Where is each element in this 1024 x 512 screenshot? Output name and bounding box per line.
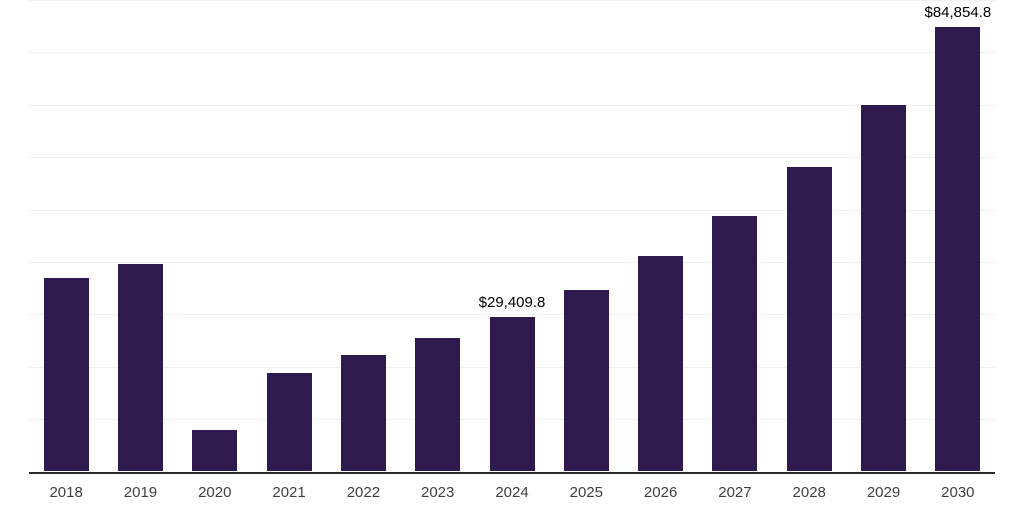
bar-2023 — [415, 338, 461, 472]
gridline — [29, 157, 995, 159]
bar-2024 — [489, 317, 535, 472]
x-tick-2018: 2018 — [49, 484, 83, 501]
gridline — [29, 261, 995, 263]
bar-2018 — [43, 278, 89, 472]
data-label-2030: $84,854.8 — [924, 3, 992, 21]
x-tick-2025: 2025 — [569, 484, 603, 501]
x-axis-line — [29, 471, 995, 474]
bar-2026 — [638, 256, 684, 472]
x-tick-2019: 2019 — [123, 484, 158, 501]
bar-2030 — [935, 26, 981, 472]
x-tick-2022: 2022 — [346, 484, 381, 501]
bar-2027 — [712, 215, 758, 472]
bar-2019 — [117, 263, 163, 472]
x-tick-2021: 2021 — [272, 484, 306, 501]
x-tick-2024: 2024 — [495, 484, 529, 501]
bar-2020 — [192, 430, 238, 472]
gridline — [29, 52, 995, 54]
bar-2021 — [266, 372, 312, 472]
gridline — [29, 209, 995, 211]
data-label-2024: $29,409.8 — [478, 294, 546, 312]
x-tick-2027: 2027 — [718, 484, 752, 501]
bar-2025 — [563, 290, 609, 472]
gridline — [29, 104, 995, 106]
gridline — [29, 0, 995, 1]
bar-2022 — [340, 355, 386, 472]
x-tick-2030: 2030 — [941, 484, 975, 501]
gridline — [29, 314, 995, 316]
x-tick-2023: 2023 — [421, 484, 455, 501]
x-tick-2026: 2026 — [643, 484, 678, 501]
bar-2029 — [861, 104, 907, 472]
x-tick-2020: 2020 — [198, 484, 232, 501]
x-tick-2028: 2028 — [792, 484, 826, 501]
x-tick-2029: 2029 — [866, 484, 901, 501]
bar-2028 — [786, 167, 832, 472]
